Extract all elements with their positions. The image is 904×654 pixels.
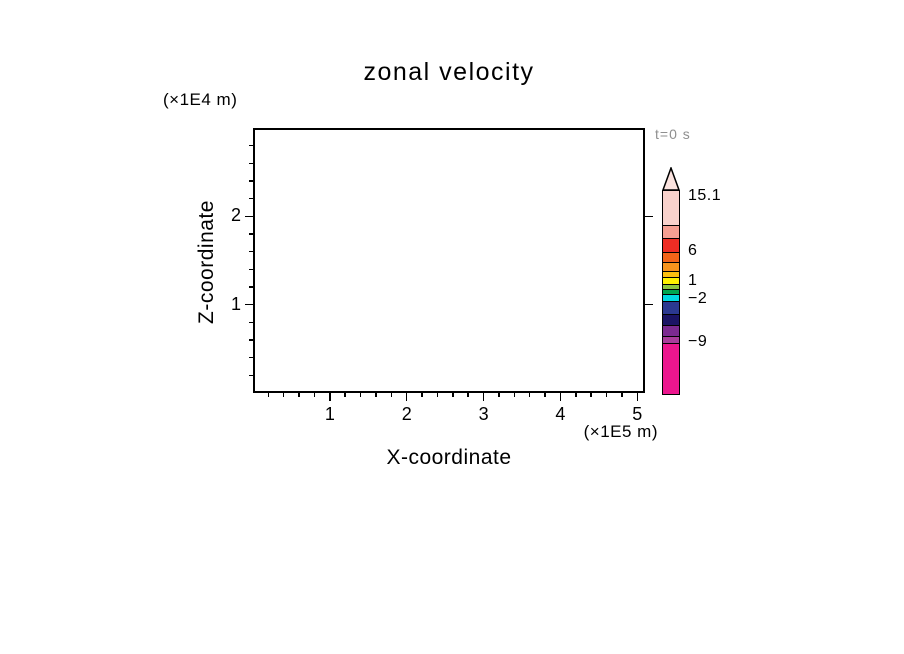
colorbar-segment	[663, 225, 679, 239]
colorbar-segment	[663, 337, 679, 345]
x-major-tick	[636, 393, 639, 401]
y-major-tick-right	[645, 303, 653, 306]
x-tick-label: 2	[401, 404, 412, 424]
y-major-tick-right	[645, 215, 653, 218]
y-major-tick	[245, 215, 253, 218]
colorbar-segment	[663, 252, 679, 264]
y-axis-units-label: (×1E4 m)	[163, 90, 238, 109]
chart-title: zonal velocity	[363, 58, 535, 86]
colorbar-segment	[663, 314, 679, 326]
colorbar	[662, 190, 680, 395]
x-minor-tick	[267, 393, 270, 397]
colorbar-segment	[663, 191, 679, 226]
x-minor-tick	[436, 393, 439, 397]
colorbar-tick-label: −2	[688, 290, 708, 308]
x-axis-title: X-coordinate	[386, 446, 512, 469]
x-minor-tick	[375, 393, 377, 397]
y-major-tick	[245, 303, 253, 306]
x-major-tick	[329, 393, 331, 401]
x-minor-tick	[467, 393, 469, 397]
x-minor-tick	[298, 393, 300, 397]
x-minor-tick	[498, 393, 500, 397]
x-tick-label: 3	[478, 404, 489, 424]
x-major-tick	[405, 393, 408, 401]
colorbar-tick-label: 15.1	[688, 186, 722, 204]
colorbar-arrow-icon	[662, 167, 680, 191]
x-minor-tick	[513, 393, 516, 397]
x-tick-label: 1	[324, 404, 335, 424]
colorbar-segment	[663, 325, 679, 338]
x-minor-tick	[452, 393, 454, 397]
y-axis-title: Z-coordinate	[195, 200, 218, 324]
x-major-tick	[482, 393, 485, 401]
colorbar-tick-label: −9	[688, 333, 708, 351]
x-minor-tick	[590, 393, 592, 397]
x-major-tick	[559, 393, 562, 401]
x-minor-tick	[421, 393, 423, 397]
colorbar-segment	[663, 238, 679, 253]
plot-area	[253, 128, 645, 393]
x-minor-tick	[605, 393, 608, 397]
x-minor-tick	[575, 393, 577, 397]
colorbar-segment	[663, 290, 679, 296]
colorbar-segment	[663, 263, 679, 273]
x-minor-tick	[313, 393, 316, 397]
x-minor-tick	[528, 393, 531, 397]
colorbar-segment	[663, 272, 679, 279]
colorbar-segment	[663, 301, 679, 315]
colorbar-segment	[663, 344, 679, 394]
x-minor-tick	[621, 393, 623, 397]
x-minor-tick	[390, 393, 393, 397]
colorbar-tick-label: 6	[688, 241, 698, 259]
colorbar-tick-label: 1	[688, 271, 698, 289]
x-minor-tick	[544, 393, 546, 397]
x-minor-tick	[344, 393, 346, 397]
colorbar-segment	[663, 295, 679, 302]
x-minor-tick	[282, 393, 285, 397]
x-axis-units-label: (×1E5 m)	[583, 422, 658, 441]
colorbar-segment	[663, 278, 679, 286]
time-annotation: t=0 s	[655, 126, 691, 142]
x-minor-tick	[359, 393, 362, 397]
colorbar-segment	[663, 285, 679, 291]
